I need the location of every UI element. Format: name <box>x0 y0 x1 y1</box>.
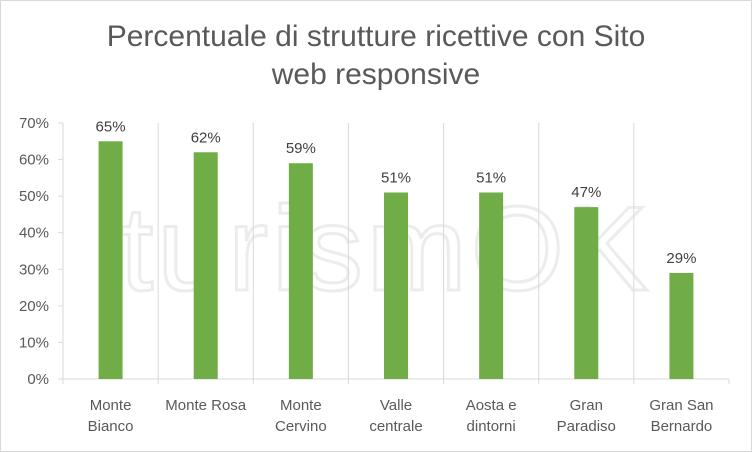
chart-title-line-2: web responsive <box>271 58 481 91</box>
y-tick-label: 10% <box>19 334 49 351</box>
chart-title-line-1: Percentuale di strutture ricettive con S… <box>106 20 646 53</box>
bar <box>574 207 599 379</box>
y-tick-label: 60% <box>19 152 49 169</box>
y-tick-label: 20% <box>19 298 49 315</box>
category-label: Valle <box>380 397 412 414</box>
bars <box>98 141 694 379</box>
category-label: Gran San <box>649 397 713 414</box>
data-label: 29% <box>666 250 696 267</box>
category-label: Monte <box>280 397 322 414</box>
y-tick-label: 50% <box>19 188 49 205</box>
bar <box>384 192 408 379</box>
data-label: 47% <box>571 184 601 201</box>
category-label: Bianco <box>88 418 134 435</box>
category-label: Paradiso <box>557 418 616 435</box>
bar <box>288 163 313 379</box>
category-label: centrale <box>369 418 422 435</box>
category-label: dintorni <box>467 418 516 435</box>
axes: 0% 10% 20% 30% 40% 50% 60% 70% <box>19 115 730 388</box>
y-tick-label: 30% <box>19 261 49 278</box>
y-tick-label: 40% <box>19 225 49 242</box>
category-label: Bernardo <box>651 418 713 435</box>
chart-title: Percentuale di strutture ricettive con S… <box>0 18 752 94</box>
data-label: 51% <box>476 169 506 186</box>
bar <box>479 192 504 379</box>
data-label: 51% <box>381 169 411 186</box>
bar <box>193 152 218 379</box>
category-grid <box>157 123 635 379</box>
labels: 65% Monte Bianco 62% Monte Rosa 59% Monte Cervi… <box>88 118 714 435</box>
data-label: 62% <box>191 129 221 146</box>
category-label: Gran <box>570 397 603 414</box>
category-label: Aosta e <box>466 397 517 414</box>
bar <box>669 272 694 379</box>
bar <box>98 141 123 379</box>
data-label: 65% <box>96 118 126 135</box>
y-tick-label: 0% <box>27 371 49 388</box>
category-label: Monte <box>90 397 132 414</box>
y-tick-label: 70% <box>19 115 49 132</box>
category-label: Cervino <box>275 418 327 435</box>
category-label: Monte Rosa <box>165 397 247 414</box>
data-label: 59% <box>286 140 316 157</box>
